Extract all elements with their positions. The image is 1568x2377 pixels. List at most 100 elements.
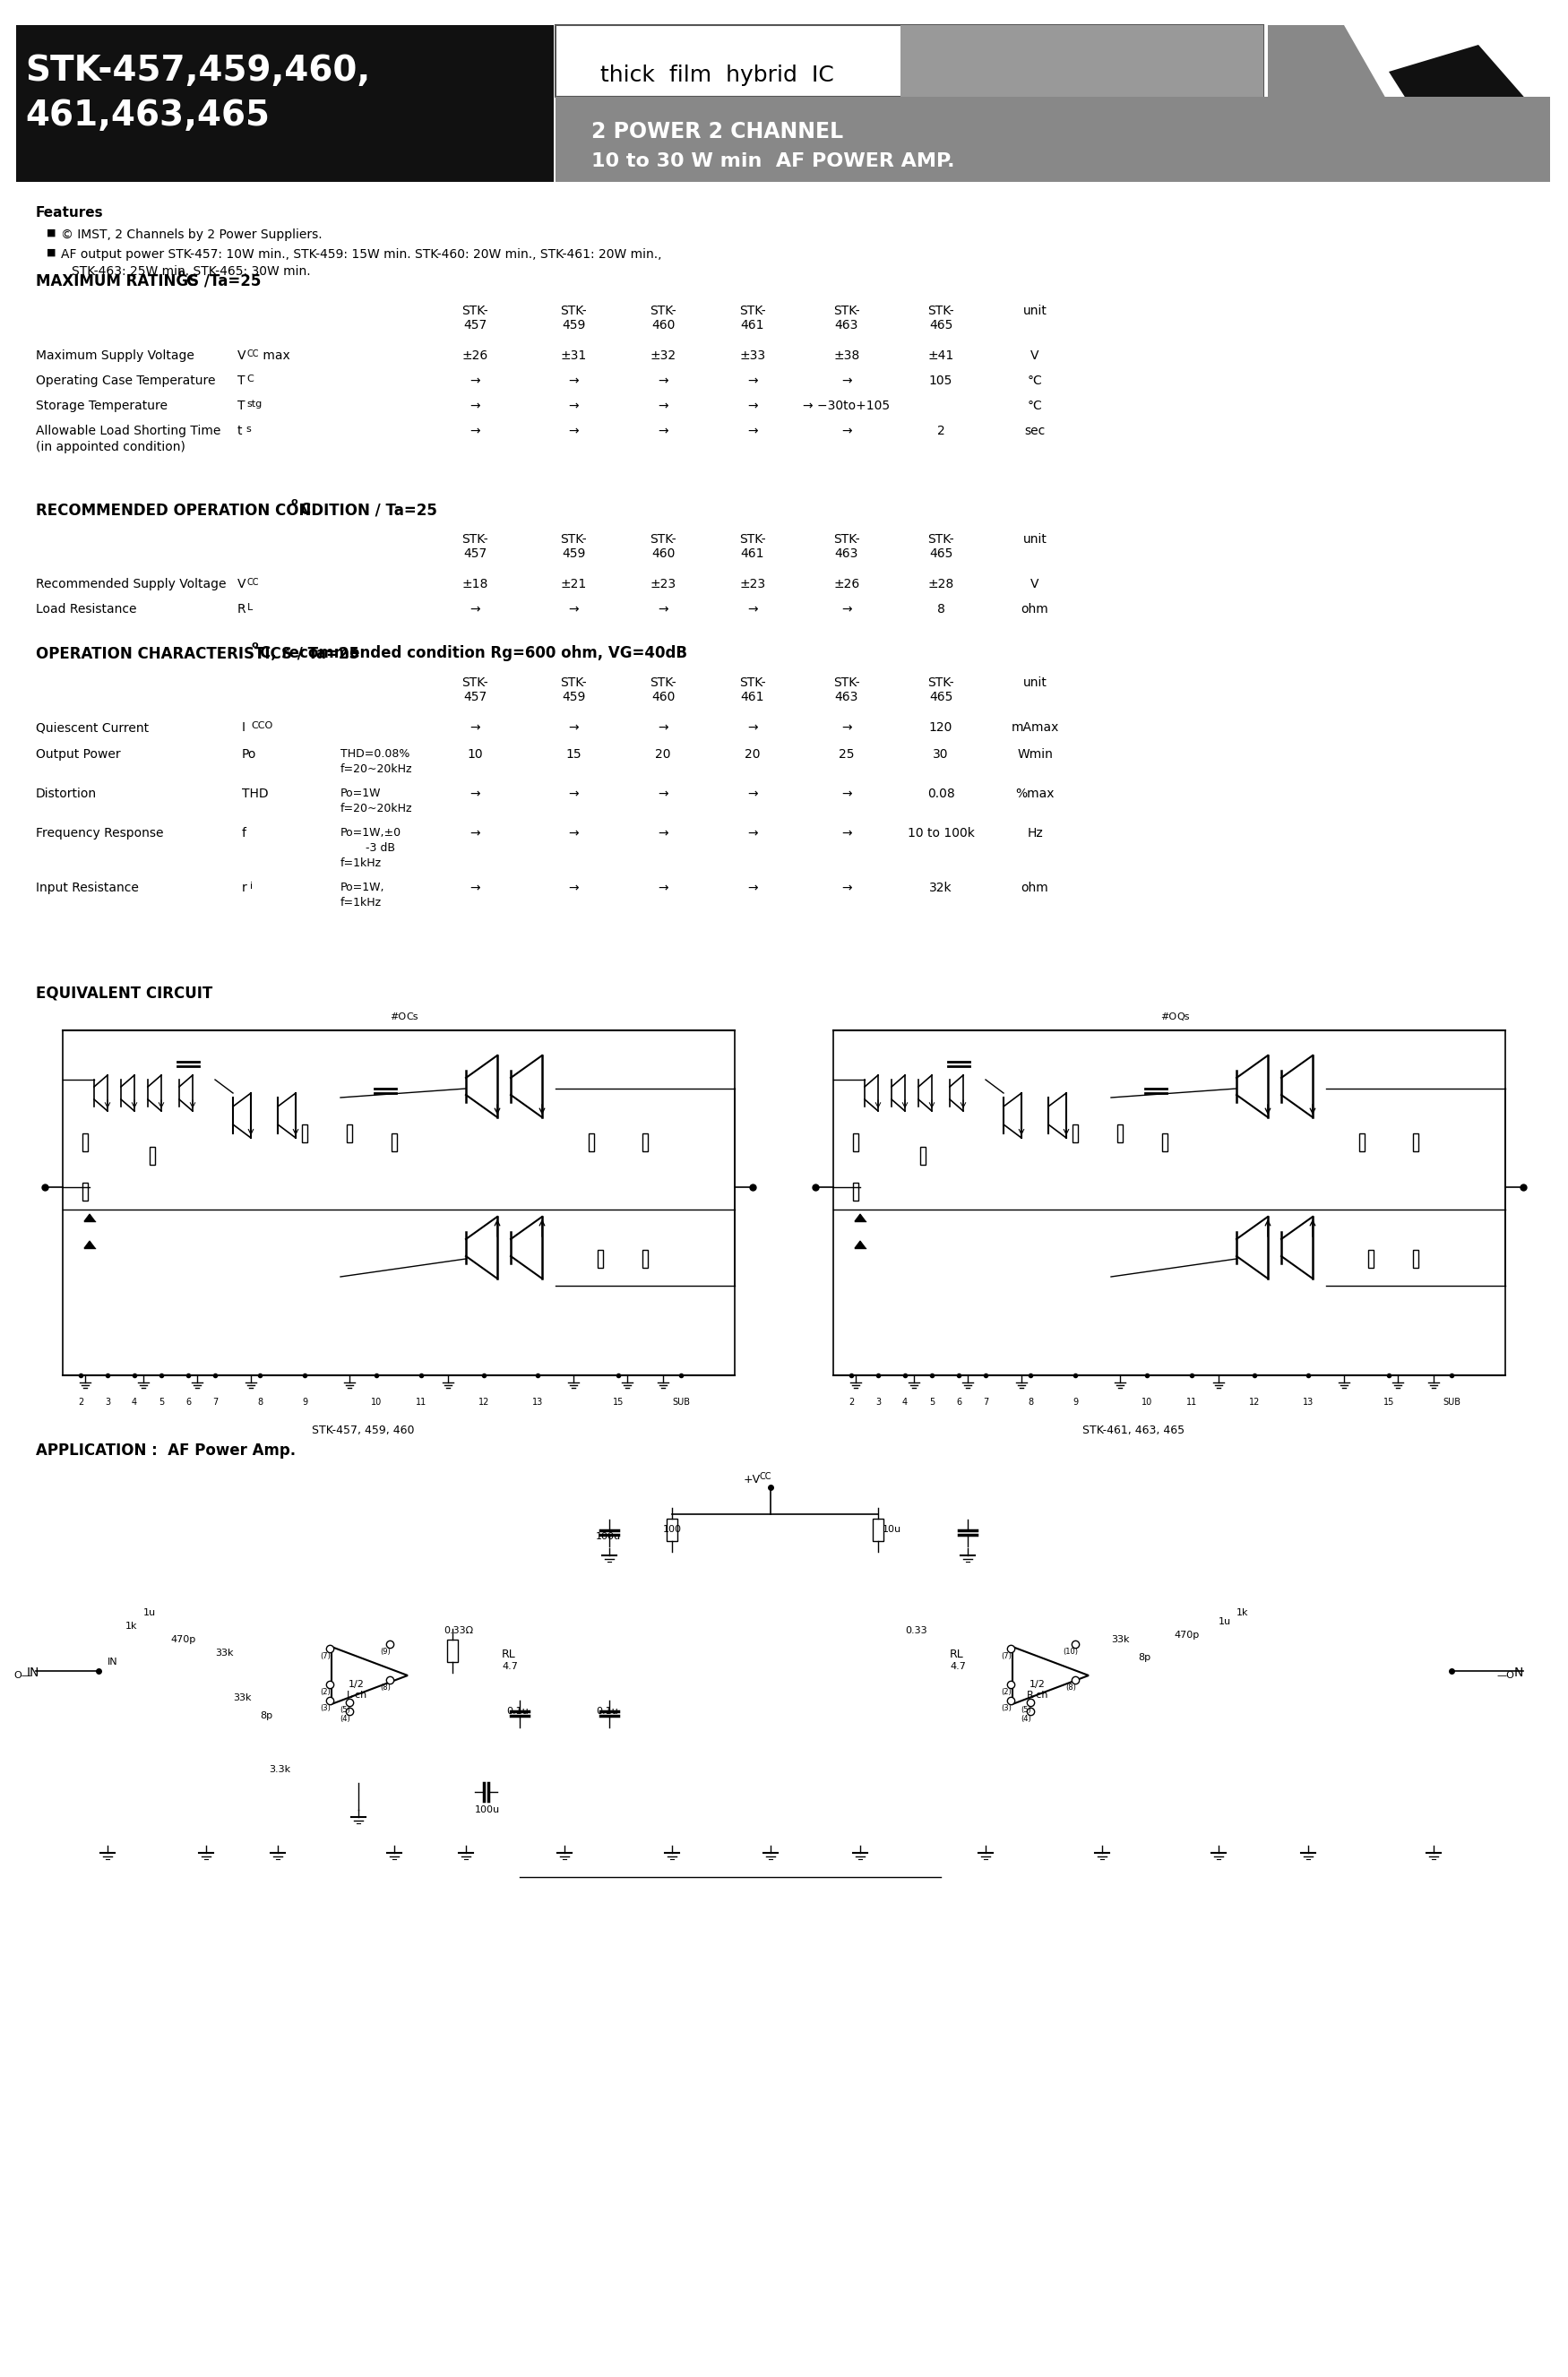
Text: stg: stg <box>246 399 262 409</box>
Text: 8p: 8p <box>260 1711 273 1721</box>
Text: →: → <box>568 827 579 839</box>
Text: →: → <box>659 787 668 801</box>
Text: ±38: ±38 <box>834 349 859 361</box>
Text: Storage Temperature: Storage Temperature <box>36 399 168 411</box>
Text: V: V <box>237 349 246 361</box>
Text: 460: 460 <box>651 547 674 561</box>
Bar <box>1413 1250 1419 1267</box>
Text: ±23: ±23 <box>740 578 765 589</box>
Text: →: → <box>659 827 668 839</box>
Text: RL: RL <box>950 1650 964 1659</box>
Text: V: V <box>1030 349 1040 361</box>
Text: 457: 457 <box>463 692 486 704</box>
Text: i: i <box>249 882 252 891</box>
Text: mAmax: mAmax <box>1011 720 1058 734</box>
Text: RL: RL <box>502 1650 516 1659</box>
Text: 4.7: 4.7 <box>502 1662 517 1671</box>
Text: 1/2
R-ch: 1/2 R-ch <box>1027 1681 1049 1700</box>
Text: 12: 12 <box>478 1398 489 1407</box>
Text: 1/2
L-ch: 1/2 L-ch <box>347 1681 367 1700</box>
Bar <box>1359 1134 1364 1150</box>
Text: 459: 459 <box>561 319 585 330</box>
Text: →: → <box>748 399 757 411</box>
Text: °C: °C <box>1027 376 1043 387</box>
Text: (5): (5) <box>340 1707 350 1714</box>
Text: 6: 6 <box>185 1398 191 1407</box>
Text: f=1kHz: f=1kHz <box>340 858 383 870</box>
Text: →: → <box>748 425 757 437</box>
Bar <box>1269 26 1551 183</box>
Text: R: R <box>237 604 246 616</box>
Text: s: s <box>246 425 251 433</box>
Text: THD: THD <box>241 787 268 801</box>
Text: ±28: ±28 <box>928 578 953 589</box>
Text: Input Resistance: Input Resistance <box>36 882 140 894</box>
Text: o: o <box>177 269 185 278</box>
Text: →: → <box>568 376 579 387</box>
Text: STK-: STK- <box>560 304 586 316</box>
Text: 2: 2 <box>938 425 944 437</box>
Text: f=20~20kHz: f=20~20kHz <box>340 803 412 815</box>
Text: SUB: SUB <box>673 1398 690 1407</box>
Bar <box>900 26 1264 97</box>
Text: 20: 20 <box>745 749 760 761</box>
Text: →: → <box>748 882 757 894</box>
Text: V: V <box>237 578 246 589</box>
Text: 33k: 33k <box>234 1692 251 1702</box>
Text: Hz: Hz <box>1027 827 1043 839</box>
Bar <box>83 1134 88 1150</box>
Text: Cs: Cs <box>406 1013 419 1022</box>
Text: 15: 15 <box>1383 1398 1394 1407</box>
Text: →: → <box>748 787 757 801</box>
Text: 2 POWER 2 CHANNEL: 2 POWER 2 CHANNEL <box>591 121 844 143</box>
Text: 9: 9 <box>1073 1398 1077 1407</box>
Text: 465: 465 <box>928 319 953 330</box>
Text: 105: 105 <box>928 376 953 387</box>
Text: f: f <box>241 827 246 839</box>
Text: 461: 461 <box>740 692 765 704</box>
Text: 5: 5 <box>158 1398 165 1407</box>
Bar <box>873 1519 883 1540</box>
Text: →: → <box>470 399 480 411</box>
Text: Po=1W,±0: Po=1W,±0 <box>340 827 401 839</box>
Polygon shape <box>855 1241 866 1248</box>
Text: Operating Case Temperature: Operating Case Temperature <box>36 376 215 387</box>
Text: +V: +V <box>743 1474 760 1486</box>
Polygon shape <box>1344 26 1551 183</box>
Text: STK-: STK- <box>560 677 586 689</box>
Text: →: → <box>568 604 579 616</box>
Text: ±32: ±32 <box>651 349 676 361</box>
Text: 4.7: 4.7 <box>950 1662 966 1671</box>
Text: t: t <box>237 425 243 437</box>
Text: →: → <box>842 604 851 616</box>
Text: →: → <box>568 787 579 801</box>
Text: STK-: STK- <box>928 532 953 547</box>
Text: →: → <box>659 604 668 616</box>
Text: →: → <box>470 882 480 894</box>
Text: Quiescent Current: Quiescent Current <box>36 720 149 734</box>
Text: 457: 457 <box>463 547 486 561</box>
Text: 10: 10 <box>467 749 483 761</box>
Text: 0.1u: 0.1u <box>596 1707 618 1716</box>
Text: →: → <box>748 604 757 616</box>
Text: STK-: STK- <box>461 677 488 689</box>
Text: →: → <box>659 399 668 411</box>
Text: C: C <box>246 376 254 383</box>
Text: 100: 100 <box>663 1526 682 1533</box>
Text: (9): (9) <box>379 1647 390 1657</box>
Bar <box>555 26 1264 97</box>
Text: unit: unit <box>1022 532 1047 547</box>
Text: STK-457, 459, 460: STK-457, 459, 460 <box>312 1424 414 1436</box>
Text: STK-: STK- <box>740 304 765 316</box>
Text: CCO: CCO <box>251 720 273 730</box>
Text: →: → <box>659 376 668 387</box>
Text: 12: 12 <box>1248 1398 1261 1407</box>
Polygon shape <box>855 1215 866 1222</box>
Text: RECOMMENDED OPERATION CONDITION / Ta=25: RECOMMENDED OPERATION CONDITION / Ta=25 <box>36 502 437 518</box>
Text: %max: %max <box>1016 787 1054 801</box>
Text: →: → <box>470 827 480 839</box>
Text: →: → <box>842 882 851 894</box>
Text: 0.1u: 0.1u <box>506 1707 528 1716</box>
Text: 7: 7 <box>212 1398 218 1407</box>
Bar <box>1413 1134 1419 1150</box>
